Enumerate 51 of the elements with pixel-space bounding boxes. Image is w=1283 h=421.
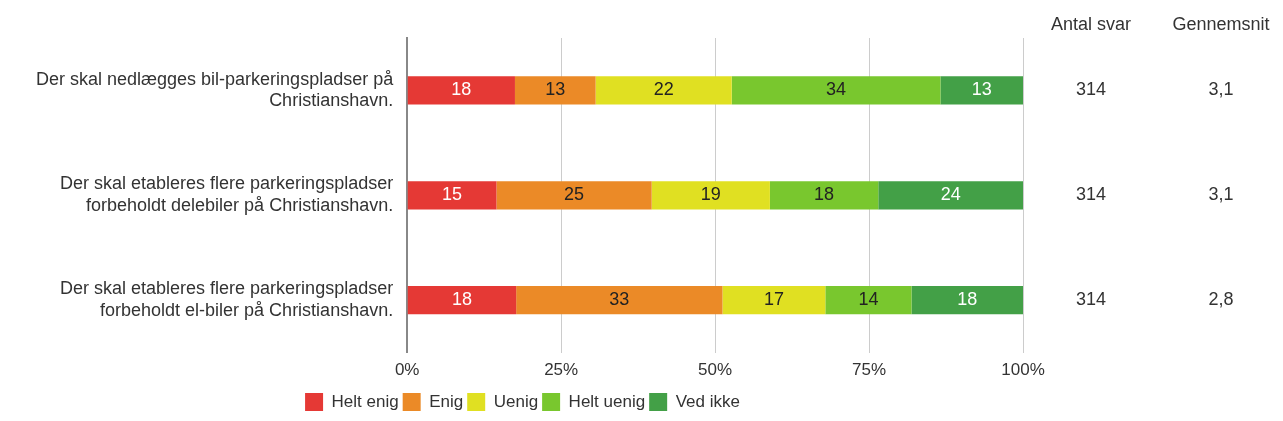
x-tick-label: 25%: [544, 360, 579, 380]
data-label: 17: [763, 289, 784, 310]
data-label: 34: [826, 79, 847, 100]
bar: [496, 181, 652, 210]
bar: [911, 286, 1023, 315]
legend-label: Uenig: [493, 391, 539, 411]
legend-label: Ved ikke: [675, 391, 740, 411]
text: Gennemsnit: [1172, 13, 1270, 34]
text: 314: [1075, 184, 1107, 205]
text: 3,1: [1208, 184, 1234, 205]
data-label: 24: [940, 184, 961, 205]
bar: [651, 181, 770, 210]
bar: [516, 286, 723, 315]
bar: [731, 76, 941, 105]
text: 314: [1075, 289, 1107, 310]
data-label: 18: [814, 184, 835, 205]
data-label: 19: [700, 184, 721, 205]
x-tick-label: 75%: [852, 360, 887, 380]
y-tick-label: Der skal etableres flere parkeringspladser forbeholdt el-biler på Christianshavn.: [60, 278, 394, 320]
text: 2,8: [1208, 289, 1234, 310]
data-label: 18: [451, 289, 472, 310]
bar: [514, 76, 596, 105]
bar: [595, 76, 732, 105]
text: 314: [1075, 79, 1107, 100]
y-tick-label: Der skal nedlægges bil-parkeringspladser på Christianshavn.: [36, 68, 395, 111]
legend-label: Helt uenig: [568, 391, 646, 411]
data-label: 22: [653, 79, 674, 100]
data-label: 18: [451, 79, 472, 100]
bar: [940, 76, 1023, 105]
bar: [878, 181, 1023, 210]
data-label: 33: [609, 289, 630, 310]
data-label: 25: [564, 184, 585, 205]
legend-label: Enig: [429, 391, 464, 411]
data-label: 13: [545, 79, 566, 100]
y-tick-label: Der skal etableres flere parkeringspladser forbeholdt delebiler på Christianshavn.: [60, 173, 394, 216]
bar: [407, 181, 497, 210]
bar: [407, 286, 517, 315]
legend-label: Helt enig: [331, 391, 399, 411]
x-tick-label: 100%: [1001, 360, 1045, 380]
x-tick-label: 0%: [394, 360, 420, 380]
text: 3,1: [1208, 79, 1234, 100]
data-label: 14: [858, 289, 879, 310]
data-label: 18: [957, 289, 978, 310]
bar: [825, 286, 912, 315]
bar: [769, 181, 879, 210]
text: Antal svar: [1050, 13, 1132, 34]
data-label: 13: [971, 79, 992, 100]
data-label: 15: [442, 184, 463, 205]
bar: [722, 286, 826, 315]
x-tick-label: 50%: [698, 360, 733, 380]
bar: [407, 76, 515, 105]
